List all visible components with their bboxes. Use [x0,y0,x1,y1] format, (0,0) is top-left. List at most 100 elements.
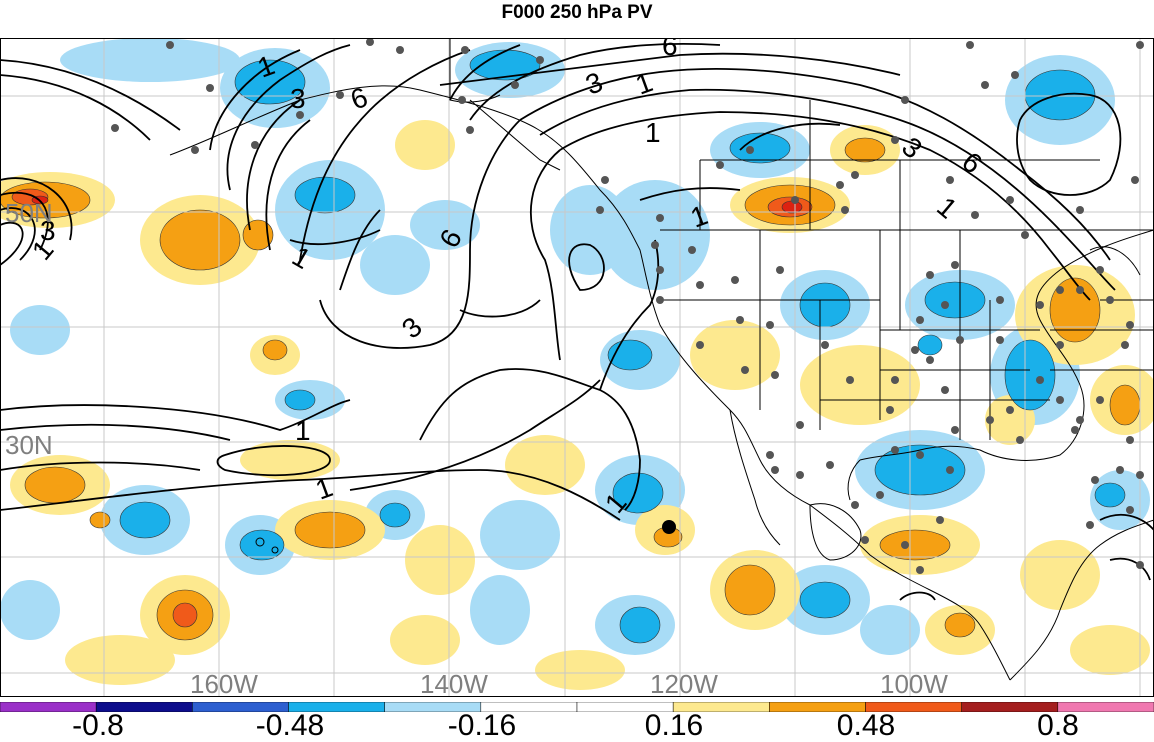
lat-lon-grid [0,38,1154,697]
lon-label-140w: 140W [420,669,488,697]
colorbar-label-08: 0.8 [1037,709,1079,742]
neg-mid-blob-7 [1004,339,1056,411]
station-dot [951,426,959,434]
station-dot [466,126,474,134]
station-dot [1096,266,1104,274]
station-dot [966,41,974,49]
station-dot [296,111,304,119]
station-dot [996,336,1004,344]
pos-strong-blob-1 [172,602,198,628]
station-dot [1056,396,1064,404]
station-dot [1131,176,1139,184]
station-dot [656,266,664,274]
pos-mid-blob-14 [1109,384,1141,426]
station-dot [746,146,754,154]
station-dot [536,56,544,64]
pos-light-blob-24 [390,615,460,665]
pos-light-blob-21 [1070,625,1150,675]
pos-mid-blob-12 [944,612,976,638]
pos-light-blob-23 [535,650,625,690]
neg-light-blob-23 [10,305,70,355]
neg-light-blob-6 [600,180,710,290]
lat-label-50n: 50N [5,198,53,228]
station-dot [846,376,854,384]
lat-label-30n: 30N [5,430,53,460]
neg-mid-blob-14 [799,581,851,619]
station-dot [981,81,989,89]
contour-label-1d: 1 [645,117,661,148]
station-dot [771,371,779,379]
station-dot [336,91,344,99]
station-dot [741,366,749,374]
station-dot [926,356,934,364]
station-dot [901,541,909,549]
station-dot [891,446,899,454]
pos-mid-blob-15 [89,511,111,529]
station-dot [1036,301,1044,309]
station-dot [936,516,944,524]
pos-mid-blob-5 [1049,277,1101,343]
station-dot [396,46,404,54]
station-dot [596,206,604,214]
station-dot [1086,521,1094,529]
neg-mid-blob-0 [234,59,306,105]
pos-max-blob-0 [781,200,803,214]
colorbar-label-neg08: -0.8 [72,709,124,742]
station-dot [191,146,199,154]
pos-mid-blob-6 [24,466,86,504]
station-dot [511,81,519,89]
neg-mid-blob-2 [469,49,541,81]
station-dot [206,84,214,92]
station-dot [716,161,724,169]
pos-mid-blob-13 [262,339,288,361]
station-dot [1006,406,1014,414]
pos-light-blob-18 [1020,540,1100,610]
contour-label-1g: 1 [295,415,311,446]
pos-light-blob-6 [800,345,920,425]
colorbar-swatch [1057,702,1154,712]
station-dot [1091,476,1099,484]
station-dot [926,271,934,279]
station-dot [861,536,869,544]
station-dot [366,38,374,46]
station-dot [696,281,704,289]
station-dot [1056,341,1064,349]
contour-label-6c: 6 [662,38,678,61]
station-dot [251,141,259,149]
lon-label-160w: 160W [190,669,258,697]
station-dot [851,171,859,179]
station-dot [916,566,924,574]
lon-label-120w: 120W [650,669,718,697]
station-dot [651,241,659,249]
station-dot [1016,436,1024,444]
neg-light-blob-21 [470,575,530,645]
station-dot [1006,196,1014,204]
colorbar-label-016: 0.16 [644,709,704,742]
station-dot [1121,341,1129,349]
neg-light-blob-25 [860,605,920,655]
neg-light-blob-18 [480,500,560,570]
station-dot [1136,41,1144,49]
neg-light-blob-0 [60,38,240,82]
station-dot [941,301,949,309]
station-dot [1011,71,1019,79]
pos-mid-blob-7 [294,511,366,549]
contour-label-3a: 3 [290,83,306,114]
station-dot [1136,471,1144,479]
neg-mid-blob-1 [294,176,356,214]
station-dot [1126,436,1134,444]
station-dot [736,316,744,324]
station-dot [836,181,844,189]
station-dot [901,96,909,104]
station-dot [916,316,924,324]
neg-mid-blob-10 [612,472,664,514]
station-dot [1071,426,1079,434]
station-dot [996,296,1004,304]
neg-mid-blob-18 [917,334,943,356]
station-dot [1116,466,1124,474]
station-dot [1036,376,1044,384]
station-dot [876,491,884,499]
station-dot [1056,286,1064,294]
neg-mid-blob-4 [799,282,851,328]
station-dot [166,41,174,49]
